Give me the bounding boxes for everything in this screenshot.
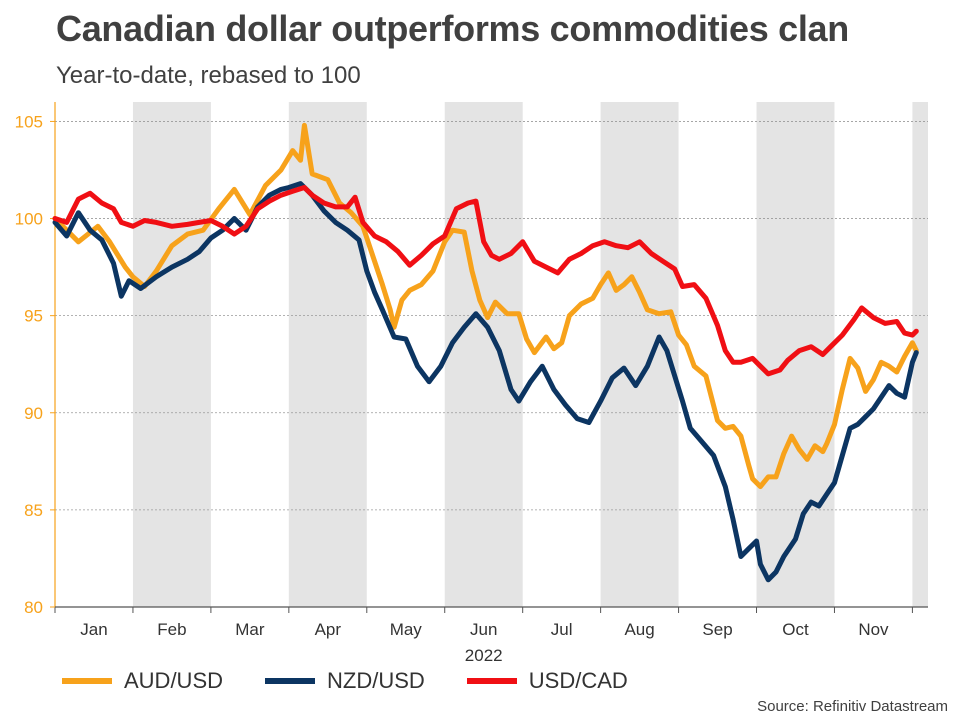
legend: AUD/USD NZD/USD USD/CAD	[62, 668, 628, 694]
source-note: Source: Refinitiv Datastream	[757, 698, 948, 715]
series-line-usd-cad	[52, 185, 919, 377]
axis-labels: 80 85 90 95 100 105 Jan Feb Mar Apr May Jun Jul Aug Se…	[15, 112, 889, 665]
legend-swatch-aud	[62, 678, 112, 684]
series-line-aud-usd	[52, 122, 919, 490]
band-dec	[912, 102, 928, 607]
x-tick-label-jan: Jan	[80, 620, 107, 639]
band-jun	[444, 102, 523, 607]
x-tick-label-jun: Jun	[470, 620, 497, 639]
legend-item-nzd: NZD/USD	[265, 668, 425, 694]
x-tick-label-apr: Apr	[315, 620, 342, 639]
y-tick-label-85: 85	[24, 501, 43, 520]
legend-swatch-nzd	[265, 678, 316, 684]
x-tick-label-aug: Aug	[624, 620, 654, 639]
x-axis-label: 2022	[465, 646, 503, 665]
legend-item-aud: AUD/USD	[62, 668, 223, 694]
legend-swatch-cad	[466, 678, 517, 684]
x-tick-label-sep: Sep	[702, 620, 732, 639]
y-tick-label-80: 80	[24, 598, 43, 617]
month-bands	[132, 102, 928, 607]
legend-label-nzd: NZD/USD	[327, 668, 425, 693]
chart-title: Canadian dollar outperforms commodities …	[56, 8, 849, 49]
y-tick-label-105: 105	[15, 112, 43, 131]
x-tick-label-oct: Oct	[782, 620, 809, 639]
legend-label-cad: USD/CAD	[528, 668, 628, 693]
band-feb	[132, 102, 211, 607]
y-tick-label-95: 95	[24, 307, 43, 326]
gridlines	[55, 121, 928, 511]
y-tick-label-100: 100	[15, 210, 43, 229]
x-tick-label-feb: Feb	[157, 620, 186, 639]
x-tick-label-mar: Mar	[235, 620, 265, 639]
x-tick-label-may: May	[390, 620, 423, 639]
legend-item-cad: USD/CAD	[466, 668, 628, 694]
x-tick-label-jul: Jul	[551, 620, 573, 639]
legend-label-aud: AUD/USD	[124, 668, 224, 693]
x-tick-label-nov: Nov	[858, 620, 889, 639]
y-tick-label-90: 90	[24, 404, 43, 423]
chart-subtitle: Year-to-date, rebased to 100	[56, 62, 361, 89]
series-lines	[52, 122, 919, 583]
